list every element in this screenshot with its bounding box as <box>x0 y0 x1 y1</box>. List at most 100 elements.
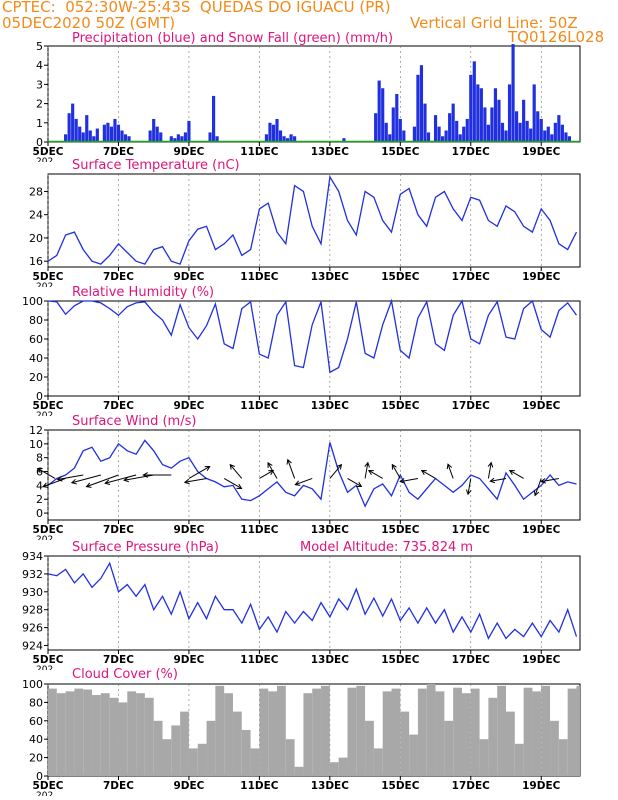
y-tick-label: 20 <box>29 371 43 384</box>
panel-1: 0 1 2 3 4 5 5DEC 7DEC 9DEC 11DEC 13DEC 15DEC 17DEC 19… <box>33 31 581 167</box>
precip-bar <box>152 118 156 142</box>
y-tick-label: 20 <box>29 752 43 765</box>
wind-arrow-head <box>533 490 540 497</box>
precip-bar <box>102 124 106 142</box>
precip-bar <box>522 99 526 142</box>
precip-bar <box>525 120 529 142</box>
precip-bar <box>377 80 381 142</box>
cloud-cover-bar <box>277 685 286 776</box>
panel-5: 924 926 928 930 932 934 5DEC 7DEC 9DEC 11DEC 13DEC… <box>22 540 581 675</box>
precip-bar <box>504 130 508 142</box>
y-tick-label: 4 <box>36 479 43 492</box>
wind-arrow <box>534 478 542 496</box>
precip-bar <box>458 134 462 142</box>
precip-bar <box>472 61 476 142</box>
x-tick-label: 17DEC <box>452 654 491 666</box>
wind-arrow <box>124 474 154 481</box>
x-tick-label: 15DEC <box>381 654 420 666</box>
precip-bar <box>176 134 180 142</box>
precip-bar <box>81 132 85 142</box>
precip-bar <box>433 115 438 142</box>
precip-bar <box>476 84 480 142</box>
x-tick-label: 13DEC <box>311 271 350 283</box>
precip-bar <box>511 44 515 142</box>
precip-bar <box>402 130 406 142</box>
precip-bar <box>451 103 455 142</box>
y-tick-label: 928 <box>22 604 43 617</box>
wind-arrow-head <box>399 478 406 484</box>
cloud-cover-bar <box>391 688 401 776</box>
precip-bar <box>95 128 99 142</box>
precip-bar <box>388 134 392 142</box>
cloud-cover-bar <box>188 748 198 776</box>
precip-bar <box>384 122 388 142</box>
y-tick-label: 0 <box>36 507 43 520</box>
precip-bar <box>497 99 501 142</box>
x-tick-label: 13DEC <box>311 400 350 412</box>
cloud-cover-bar <box>417 688 427 776</box>
cloud-cover-bar <box>206 720 216 776</box>
precip-bar <box>180 136 184 142</box>
precip-bar <box>539 118 543 142</box>
cloud-cover-bar <box>356 685 366 776</box>
x-tick-label: 11DEC <box>240 780 279 792</box>
year-stub-label: 202 <box>36 535 53 545</box>
cloud-cover-bar <box>144 697 154 776</box>
x-tick-label: 9DEC <box>173 271 204 283</box>
station-header: CPTEC: 052:30W-25:43S QUEDAS DO IGUACU (… <box>2 0 391 16</box>
y-tick-label: 2 <box>36 493 43 506</box>
panel-title: Cloud Cover (%) <box>72 667 178 682</box>
y-tick-label: 60 <box>29 715 43 728</box>
x-tick-label: 9DEC <box>173 400 204 412</box>
y-tick-label: 12 <box>29 424 43 437</box>
x-tick-label: 9DEC <box>173 524 204 536</box>
y-tick-label: 6 <box>36 466 43 479</box>
precip-bar <box>444 130 448 142</box>
precip-bar <box>441 136 445 142</box>
precip-bar <box>462 126 466 142</box>
precip-bar <box>560 124 564 142</box>
precip-bar <box>113 118 117 142</box>
precip-bar <box>557 115 561 142</box>
x-tick-label: 7DEC <box>103 654 134 666</box>
cloud-cover-bar <box>373 748 383 776</box>
wind-arrow <box>391 464 401 479</box>
y-tick-label: 924 <box>22 640 43 653</box>
wind-arrow-head <box>70 478 77 485</box>
y-tick-label: 10 <box>29 438 43 451</box>
cloud-cover-bar <box>171 725 181 776</box>
precip-bar <box>395 94 399 142</box>
precip-bar <box>268 122 272 142</box>
wind-arrow <box>329 464 342 479</box>
wind-arrow <box>447 464 454 479</box>
cloud-cover-bar <box>285 739 295 776</box>
precip-bar <box>116 124 121 142</box>
cloud-cover-bar <box>550 720 559 776</box>
x-tick-label: 17DEC <box>452 271 491 283</box>
precip-bar <box>532 84 536 142</box>
cloud-cover-bar <box>453 687 462 776</box>
x-tick-label: 7DEC <box>103 271 134 283</box>
panel-frame <box>47 429 581 521</box>
y-tick-label: 100 <box>22 678 43 691</box>
y-tick-label: 0 <box>36 390 43 403</box>
cloud-cover-bar <box>532 691 542 776</box>
precip-bar <box>109 126 114 142</box>
cloud-cover-bar <box>329 762 339 776</box>
precip-bar <box>483 107 487 142</box>
grid-line-note: Vertical Grid Line: 50Z <box>410 14 578 32</box>
wind-arrow-head <box>540 478 547 484</box>
y-tick-label: 80 <box>29 696 43 709</box>
x-tick-label: 19DEC <box>522 780 561 792</box>
precip-bar <box>493 88 498 142</box>
y-tick-label: 24 <box>29 209 43 222</box>
cloud-cover-bar <box>224 693 233 776</box>
series-line <box>47 298 578 374</box>
wind-arrow <box>421 470 436 479</box>
x-tick-label: 17DEC <box>452 400 491 412</box>
y-tick-label: 1 <box>36 117 43 130</box>
wind-arrow-head <box>42 482 49 488</box>
panel-title: Relative Humidity (%) <box>72 285 214 300</box>
cloud-cover-bar <box>303 693 313 776</box>
panel-title: Surface Wind (m/s) <box>72 414 196 429</box>
